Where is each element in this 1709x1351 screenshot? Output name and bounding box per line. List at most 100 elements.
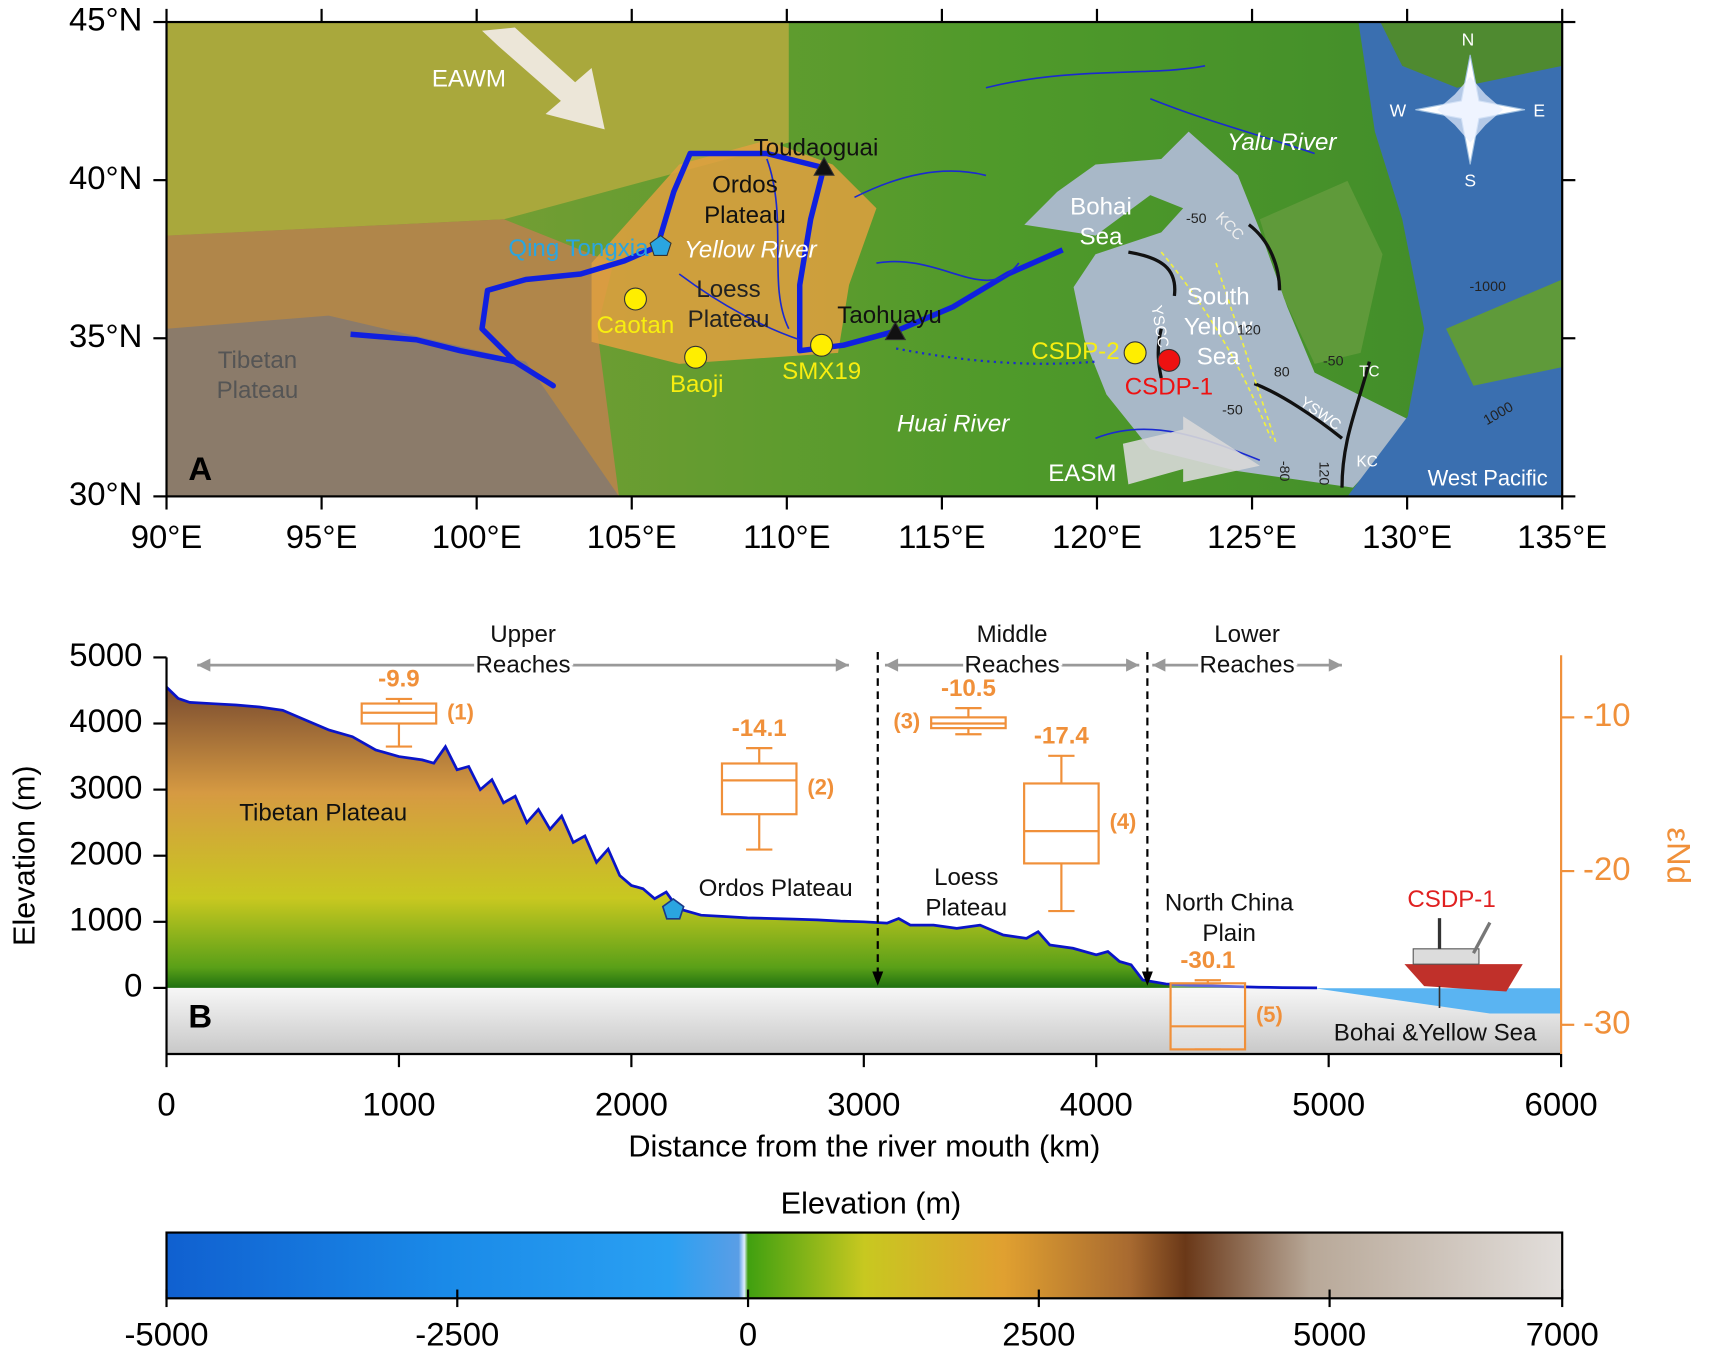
map-label: 120	[1316, 462, 1332, 486]
x-tick-label: 0	[157, 1085, 175, 1122]
y-axis-title: Elevation (m)	[7, 765, 41, 946]
profile-line	[165, 686, 1318, 990]
panel-label: A	[188, 450, 212, 487]
reach-label: Reaches	[476, 652, 571, 679]
colorbar-tick-label: 2500	[1002, 1315, 1075, 1351]
y-tick-label: 3000	[69, 768, 142, 805]
site-label: Toudaoguai	[754, 134, 879, 161]
box	[1023, 782, 1100, 865]
site-label: Qing Tongxia	[508, 235, 649, 262]
reach-divider-arrow	[1141, 971, 1153, 986]
box-mean-label: -14.1	[732, 715, 787, 742]
map-label: -1000	[1470, 279, 1506, 295]
map-label: Sea	[1080, 224, 1123, 251]
x-tick-label: 1000	[362, 1085, 435, 1122]
site-label: CSDP-2	[1031, 338, 1119, 365]
map-label: -50	[1323, 353, 1344, 369]
x-axis-title: Distance from the river mouth (km)	[628, 1129, 1100, 1163]
box-name: (5)	[1256, 1002, 1283, 1027]
site-label: Baoji	[670, 371, 724, 398]
colorbar-tick-label: 5000	[1293, 1315, 1366, 1351]
annotation: CSDP-1	[1407, 886, 1495, 913]
annotation: Loess	[934, 864, 998, 891]
box	[1169, 982, 1247, 1051]
map-label: -50	[1186, 211, 1207, 227]
site-marker	[1123, 341, 1147, 365]
site-marker	[661, 897, 685, 920]
map-label: N	[1462, 29, 1475, 49]
x-tick-label: 120°E	[1052, 518, 1142, 555]
map-label: EAWM	[432, 65, 506, 92]
colorbar-tick-label: -2500	[415, 1315, 499, 1351]
site-label: Taohuayu	[837, 302, 942, 329]
site-marker	[649, 234, 672, 256]
y-tick-label: 4000	[69, 702, 142, 739]
box-name: (1)	[447, 699, 474, 724]
map-label: 120	[1237, 323, 1261, 339]
map-label: Sea	[1197, 344, 1240, 371]
map-label: Plateau	[704, 202, 786, 229]
map-label: Plateau	[217, 377, 299, 404]
map-label: Bohai	[1070, 194, 1132, 221]
reach-label: Reaches	[965, 652, 1060, 679]
annotation: Plain	[1202, 920, 1256, 947]
site-marker	[684, 345, 708, 369]
y-tick-label: 40°N	[69, 159, 142, 196]
map-label: W	[1390, 100, 1407, 120]
site-label: Caotan	[597, 312, 675, 339]
map-frame	[165, 20, 1564, 498]
profile-area	[166, 687, 1318, 988]
map-label: West Pacific	[1428, 466, 1548, 491]
reach-arrowhead	[884, 658, 899, 672]
map-label: 80	[1274, 364, 1290, 380]
x-tick-label: 125°E	[1207, 518, 1297, 555]
map-label: Yalu River	[1227, 129, 1337, 156]
y2-axis-title: εNd	[1660, 827, 1697, 884]
y-tick-label: 30°N	[69, 475, 142, 512]
map-background	[166, 22, 1563, 497]
reach-arrowhead	[1328, 658, 1342, 672]
colorbar-tick-label: 0	[739, 1315, 757, 1351]
y-tick-label: 35°N	[69, 317, 142, 354]
colorbar-title: Elevation (m)	[781, 1186, 962, 1220]
reach-label: Lower	[1214, 621, 1280, 648]
map-label: Yellow River	[684, 236, 818, 263]
sea-wedge	[1314, 988, 1562, 1014]
map-label: Ordos	[712, 172, 778, 199]
map-label: South	[1187, 283, 1250, 310]
reach-label: Reaches	[1200, 652, 1295, 679]
colorbar-tick-label: -5000	[124, 1315, 208, 1351]
box	[720, 762, 798, 816]
site-marker	[1157, 348, 1181, 372]
site-label: SMX19	[782, 358, 861, 385]
x-tick-label: 5000	[1292, 1085, 1365, 1122]
map-label: Tibetan	[218, 347, 297, 374]
x-tick-label: 4000	[1060, 1085, 1133, 1122]
box-mean-label: -10.5	[941, 675, 996, 702]
map-label: Loess	[696, 276, 760, 303]
reach-arrowhead	[835, 658, 849, 672]
reach-divider-arrow	[872, 971, 884, 986]
site-marker	[884, 320, 907, 341]
reach-label: Upper	[490, 621, 556, 648]
x-tick-label: 130°E	[1362, 518, 1452, 555]
site-marker	[623, 287, 647, 311]
x-tick-label: 2000	[595, 1085, 668, 1122]
x-tick-label: 105°E	[587, 518, 677, 555]
sea-floor-band	[166, 988, 1562, 1054]
box-name: (3)	[893, 709, 920, 734]
x-tick-label: 95°E	[286, 518, 358, 555]
x-tick-label: 115°E	[898, 518, 985, 555]
y2-tick-label: -30	[1583, 1003, 1631, 1040]
reach-label: Middle	[977, 621, 1048, 648]
site-marker	[813, 156, 835, 176]
box-name: (2)	[807, 775, 834, 800]
box-mean-label: -30.1	[1180, 947, 1235, 974]
annotation: Plateau	[925, 895, 1007, 922]
x-tick-label: 110°E	[743, 518, 830, 555]
site-label: CSDP-1	[1125, 373, 1213, 400]
reach-arrowhead	[197, 658, 211, 672]
annotation: Bohai &Yellow Sea	[1334, 1020, 1537, 1047]
y-tick-label: 45°N	[69, 1, 142, 38]
map-label: Plateau	[688, 306, 770, 333]
